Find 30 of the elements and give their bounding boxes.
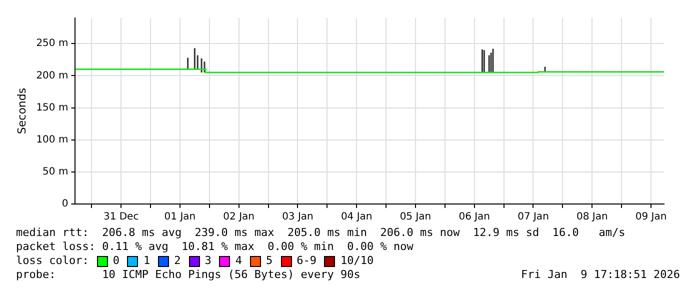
text: 10/10: [340, 254, 374, 268]
text: probe: 10 ICMP Echo Pings (56 Bytes) every 90s: [16, 268, 360, 282]
y-tick-label: 150 m: [36, 102, 68, 114]
y-tick-label: 50 m: [42, 166, 68, 178]
x-tick-label: 06 Jan: [458, 212, 490, 223]
text: Fri Jan 9 17:18:51 2026: [521, 268, 680, 282]
y-axis-title: Seconds: [15, 88, 28, 134]
x-tick-label: 09 Jan: [635, 212, 667, 223]
x-tick-label: 05 Jan: [400, 212, 432, 223]
y-tick-label: 0: [62, 198, 68, 210]
x-tick-label: 02 Jan: [223, 212, 255, 223]
text: loss color:: [16, 254, 89, 268]
x-tick-label: 04 Jan: [340, 212, 372, 223]
text: 2: [174, 254, 181, 268]
y-tick-label: 250 m: [36, 38, 68, 50]
x-tick-label: 31 Dec: [103, 212, 139, 223]
text: 3: [204, 254, 212, 268]
y-tick-label: 200 m: [36, 70, 68, 82]
x-tick-label: 07 Jan: [518, 212, 549, 223]
text: 0: [112, 254, 120, 268]
text: 6-9: [296, 254, 316, 268]
x-tick-label: 01 Jan: [164, 212, 196, 223]
text: 4: [235, 254, 242, 268]
text: median rtt: 206.8 ms avg 239.0 ms max 205.0 ms min 206.0 ms now 12.9 ms sd 16.0 am/s: [16, 226, 626, 240]
y-tick-label: 100 m: [36, 134, 68, 146]
x-tick-label: 03 Jan: [282, 212, 314, 223]
x-tick-label: 08 Jan: [576, 212, 608, 223]
text: 5: [266, 254, 273, 268]
text: packet loss: 0.11 % avg 10.81 % max 0.00 % min 0.00 % now: [16, 240, 414, 254]
text: 1: [143, 254, 150, 268]
